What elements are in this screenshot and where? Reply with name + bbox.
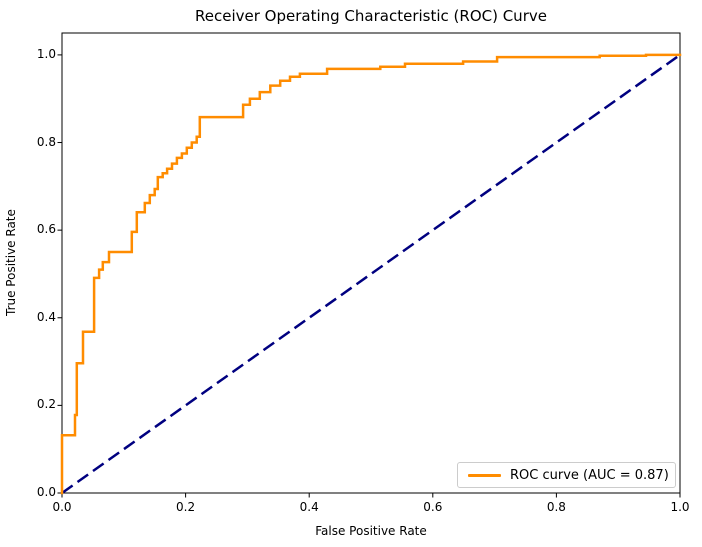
x-tick-label: 0.0 [52, 500, 72, 514]
legend-roc-swatch-line [468, 473, 501, 477]
x-tick-label: 0.2 [176, 500, 196, 514]
y-tick-label: 0.8 [36, 134, 56, 149]
y-tick-label: 0.2 [36, 397, 56, 412]
plot-border [61, 32, 681, 494]
y-axis-ticks [57, 54, 62, 494]
y-tick-label: 0.4 [36, 309, 56, 324]
y-axis-label: True Positive Rate [4, 209, 18, 317]
roc-curve-line [60, 53, 682, 495]
x-axis-label: False Positive Rate [315, 524, 427, 538]
legend-roc-label: ROC curve (AUC = 0.87) [510, 467, 669, 483]
y-tick-label: 1.0 [36, 46, 56, 61]
x-tick-label: 1.0 [670, 500, 690, 514]
y-tick-label: 0.6 [36, 222, 56, 237]
legend: ROC curve (AUC = 0.87) [457, 462, 676, 488]
x-tick-label: 0.6 [423, 500, 443, 514]
chart-title: Receiver Operating Characteristic (ROC) … [195, 7, 547, 25]
x-tick-label: 0.8 [546, 500, 566, 514]
x-axis-ticks [61, 493, 681, 498]
y-tick-label: 0.0 [36, 485, 56, 499]
x-tick-label: 0.4 [299, 500, 319, 514]
chance-diagonal-line [61, 53, 681, 495]
